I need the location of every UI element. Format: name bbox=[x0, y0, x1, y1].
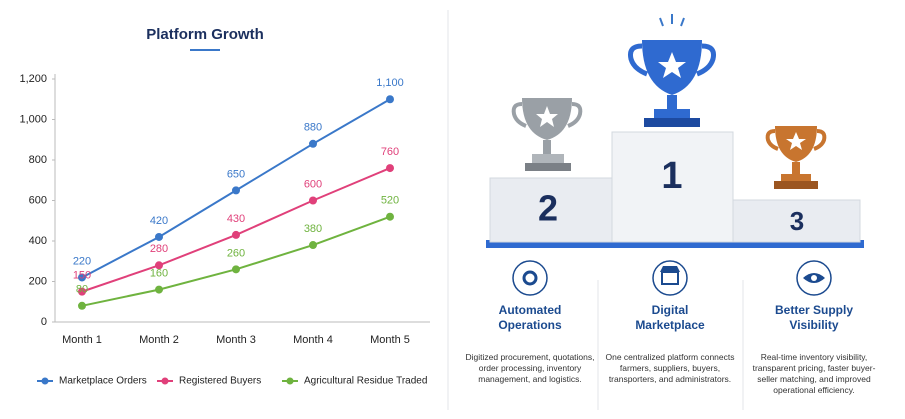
data-label: 160 bbox=[150, 268, 168, 280]
data-point bbox=[78, 273, 86, 282]
feature-description: Real-time inventory visibility, transpar… bbox=[752, 352, 876, 395]
feature-title: Digital Marketplace bbox=[635, 303, 705, 332]
y-tick-label: 1,200 bbox=[19, 73, 47, 85]
icon-store bbox=[660, 266, 680, 272]
chart-title: Platform Growth bbox=[146, 26, 264, 43]
data-point bbox=[232, 230, 240, 239]
y-tick-label: 400 bbox=[29, 235, 47, 247]
icon-eye bbox=[811, 275, 817, 281]
legend-label: Marketplace Orders bbox=[59, 376, 147, 387]
feature-title: Automated Operations bbox=[498, 303, 562, 332]
data-label: 80 bbox=[76, 284, 88, 296]
podium: 1 2 3 bbox=[486, 14, 864, 248]
data-point bbox=[155, 261, 163, 270]
feature-icons bbox=[512, 260, 832, 410]
icon-gear bbox=[512, 260, 548, 296]
podium-base bbox=[486, 240, 864, 248]
x-tick-label: Month 3 bbox=[216, 334, 256, 346]
data-label: 600 bbox=[304, 178, 322, 190]
data-point bbox=[309, 139, 317, 148]
y-tick-label: 1,000 bbox=[19, 113, 47, 125]
legend-dot bbox=[286, 377, 294, 385]
data-point bbox=[155, 232, 163, 241]
data-label: 430 bbox=[227, 213, 245, 225]
feature-title: Better Supply Visibility bbox=[774, 303, 853, 332]
rank: 3 bbox=[790, 206, 804, 236]
x-tick-label: Month 4 bbox=[293, 334, 333, 346]
feature-description: One centralized platform connects farmer… bbox=[605, 352, 735, 384]
rank: 2 bbox=[538, 188, 558, 229]
data-label: 650 bbox=[227, 168, 245, 180]
data-point bbox=[232, 186, 240, 195]
data-point bbox=[386, 164, 394, 173]
data-label: 260 bbox=[227, 247, 245, 259]
y-tick-label: 800 bbox=[29, 154, 47, 166]
data-label: 880 bbox=[304, 122, 322, 134]
title-underline bbox=[190, 49, 220, 51]
data-point bbox=[78, 301, 86, 310]
icon-gear bbox=[522, 270, 538, 286]
data-label: 220 bbox=[73, 255, 91, 267]
series-line bbox=[81, 215, 391, 307]
legend-dot bbox=[41, 377, 49, 385]
data-point bbox=[386, 212, 394, 221]
feature-description: Digitized procurement, quotations, order… bbox=[465, 352, 595, 384]
trophy-silver bbox=[511, 98, 583, 171]
data-label: 520 bbox=[381, 195, 399, 207]
data-point bbox=[155, 285, 163, 294]
data-label: 1,100 bbox=[376, 77, 404, 89]
y-tick-label: 200 bbox=[29, 275, 47, 287]
legend-label: Agricultural Residue Traded bbox=[304, 376, 427, 387]
rank: 1 bbox=[661, 155, 682, 197]
data-point bbox=[309, 196, 317, 205]
data-label: 380 bbox=[304, 223, 322, 235]
data-label: 760 bbox=[381, 146, 399, 158]
podium-block bbox=[611, 131, 734, 243]
data-point bbox=[386, 95, 394, 104]
data-point bbox=[78, 287, 86, 296]
data-point bbox=[309, 241, 317, 250]
legend-dot bbox=[161, 377, 169, 385]
legend-label: Registered Buyers bbox=[179, 376, 261, 387]
data-label: 150 bbox=[73, 270, 91, 282]
podium-block bbox=[732, 199, 861, 243]
y-tick-label: 600 bbox=[29, 194, 47, 206]
data-point bbox=[232, 265, 240, 274]
trophy-blue bbox=[628, 14, 716, 127]
data-label: 280 bbox=[150, 243, 168, 255]
x-tick-label: Month 2 bbox=[139, 334, 179, 346]
x-tick-label: Month 1 bbox=[62, 334, 102, 346]
trophy-bronze bbox=[765, 126, 827, 189]
x-tick-label: Month 5 bbox=[370, 334, 410, 346]
data-label: 420 bbox=[150, 215, 168, 227]
podium-block bbox=[489, 177, 613, 243]
y-tick-label: 0 bbox=[41, 316, 47, 328]
